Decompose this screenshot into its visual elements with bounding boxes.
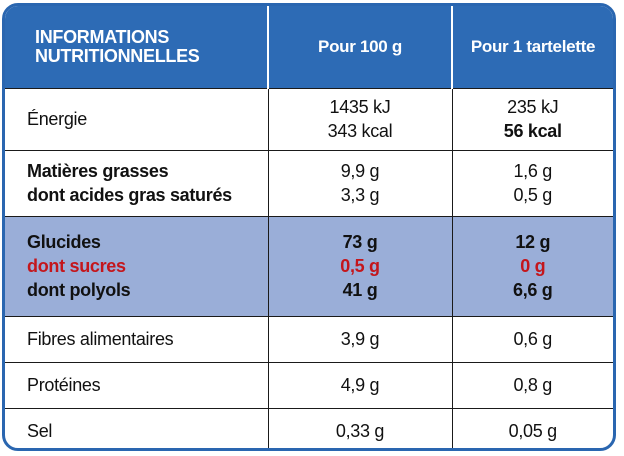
label-glucides-group: Glucides dont sucres dont polyols bbox=[5, 215, 269, 316]
row-energie: Énergie 1435 kJ 343 kcal 235 kJ 56 kcal bbox=[5, 87, 613, 150]
row-matieres-grasses: Matières grasses dont acides gras saturé… bbox=[5, 149, 613, 216]
label-matieres: Matières grasses bbox=[27, 161, 169, 181]
header-row: INFORMATIONS NUTRITIONNELLES Pour 100 g … bbox=[5, 6, 613, 88]
value-polyols-tartelette: 6,6 g bbox=[512, 280, 553, 300]
value-energie-tartelette: 235 kJ 56 kcal bbox=[452, 87, 613, 150]
value-proteines-100g: 4,9 g bbox=[268, 361, 453, 408]
label-fibres: Fibres alimentaires bbox=[5, 315, 269, 362]
label-sel: Sel bbox=[5, 407, 269, 448]
value-matieres-100g-total: 9,9 g bbox=[340, 161, 380, 181]
value-polyols-100g: 41 g bbox=[342, 280, 378, 300]
label-proteines: Protéines bbox=[5, 361, 269, 408]
header-title: INFORMATIONS NUTRITIONNELLES bbox=[5, 6, 269, 88]
value-sucres-tartelette: 0 g bbox=[520, 256, 546, 276]
value-matieres-tartelette: 1,6 g 0,5 g bbox=[452, 149, 613, 216]
value-energie-tartelette-kj: 235 kJ bbox=[507, 97, 559, 117]
value-sucres-100g: 0,5 g bbox=[340, 256, 380, 276]
value-sel-100g: 0,33 g bbox=[268, 407, 453, 448]
value-energie-100g: 1435 kJ 343 kcal bbox=[268, 87, 453, 150]
value-glucides-tartelette-total: 12 g bbox=[515, 232, 551, 252]
header-title-line2: NUTRITIONNELLES bbox=[35, 45, 200, 66]
value-glucides-100g: 73 g 0,5 g 41 g bbox=[268, 215, 453, 316]
label-polyols: dont polyols bbox=[27, 280, 131, 300]
value-satures-100g: 3,3 g bbox=[340, 185, 380, 205]
value-matieres-100g: 9,9 g 3,3 g bbox=[268, 149, 453, 216]
label-energie: Énergie bbox=[5, 87, 269, 150]
row-sel: Sel 0,33 g 0,05 g bbox=[5, 407, 613, 448]
nutrition-table: INFORMATIONS NUTRITIONNELLES Pour 100 g … bbox=[5, 6, 613, 448]
header-per-tartelette: Pour 1 tartelette bbox=[452, 6, 613, 88]
header-title-line1: INFORMATIONS bbox=[35, 26, 170, 47]
value-glucides-tartelette: 12 g 0 g 6,6 g bbox=[452, 215, 613, 316]
row-proteines: Protéines 4,9 g 0,8 g bbox=[5, 361, 613, 408]
value-energie-tartelette-kcal: 56 kcal bbox=[503, 121, 562, 141]
value-fibres-tartelette: 0,6 g bbox=[452, 315, 613, 362]
label-sucres: dont sucres bbox=[27, 256, 126, 276]
row-fibres: Fibres alimentaires 3,9 g 0,6 g bbox=[5, 315, 613, 362]
value-fibres-100g: 3,9 g bbox=[268, 315, 453, 362]
header-per-100g: Pour 100 g bbox=[268, 6, 453, 88]
label-glucides: Glucides bbox=[27, 232, 101, 252]
label-matieres-grasses: Matières grasses dont acides gras saturé… bbox=[5, 149, 269, 216]
value-proteines-tartelette: 0,8 g bbox=[452, 361, 613, 408]
row-glucides: Glucides dont sucres dont polyols 73 g 0… bbox=[5, 215, 613, 316]
value-energie-100g-kj: 1435 kJ bbox=[329, 97, 391, 117]
nutrition-table-panel: INFORMATIONS NUTRITIONNELLES Pour 100 g … bbox=[2, 3, 616, 451]
label-satures: dont acides gras saturés bbox=[27, 185, 232, 205]
value-matieres-tartelette-total: 1,6 g bbox=[513, 161, 553, 181]
value-energie-100g-kcal: 343 kcal bbox=[327, 121, 393, 141]
value-glucides-100g-total: 73 g bbox=[342, 232, 378, 252]
value-sel-tartelette: 0,05 g bbox=[452, 407, 613, 448]
value-satures-tartelette: 0,5 g bbox=[513, 185, 553, 205]
